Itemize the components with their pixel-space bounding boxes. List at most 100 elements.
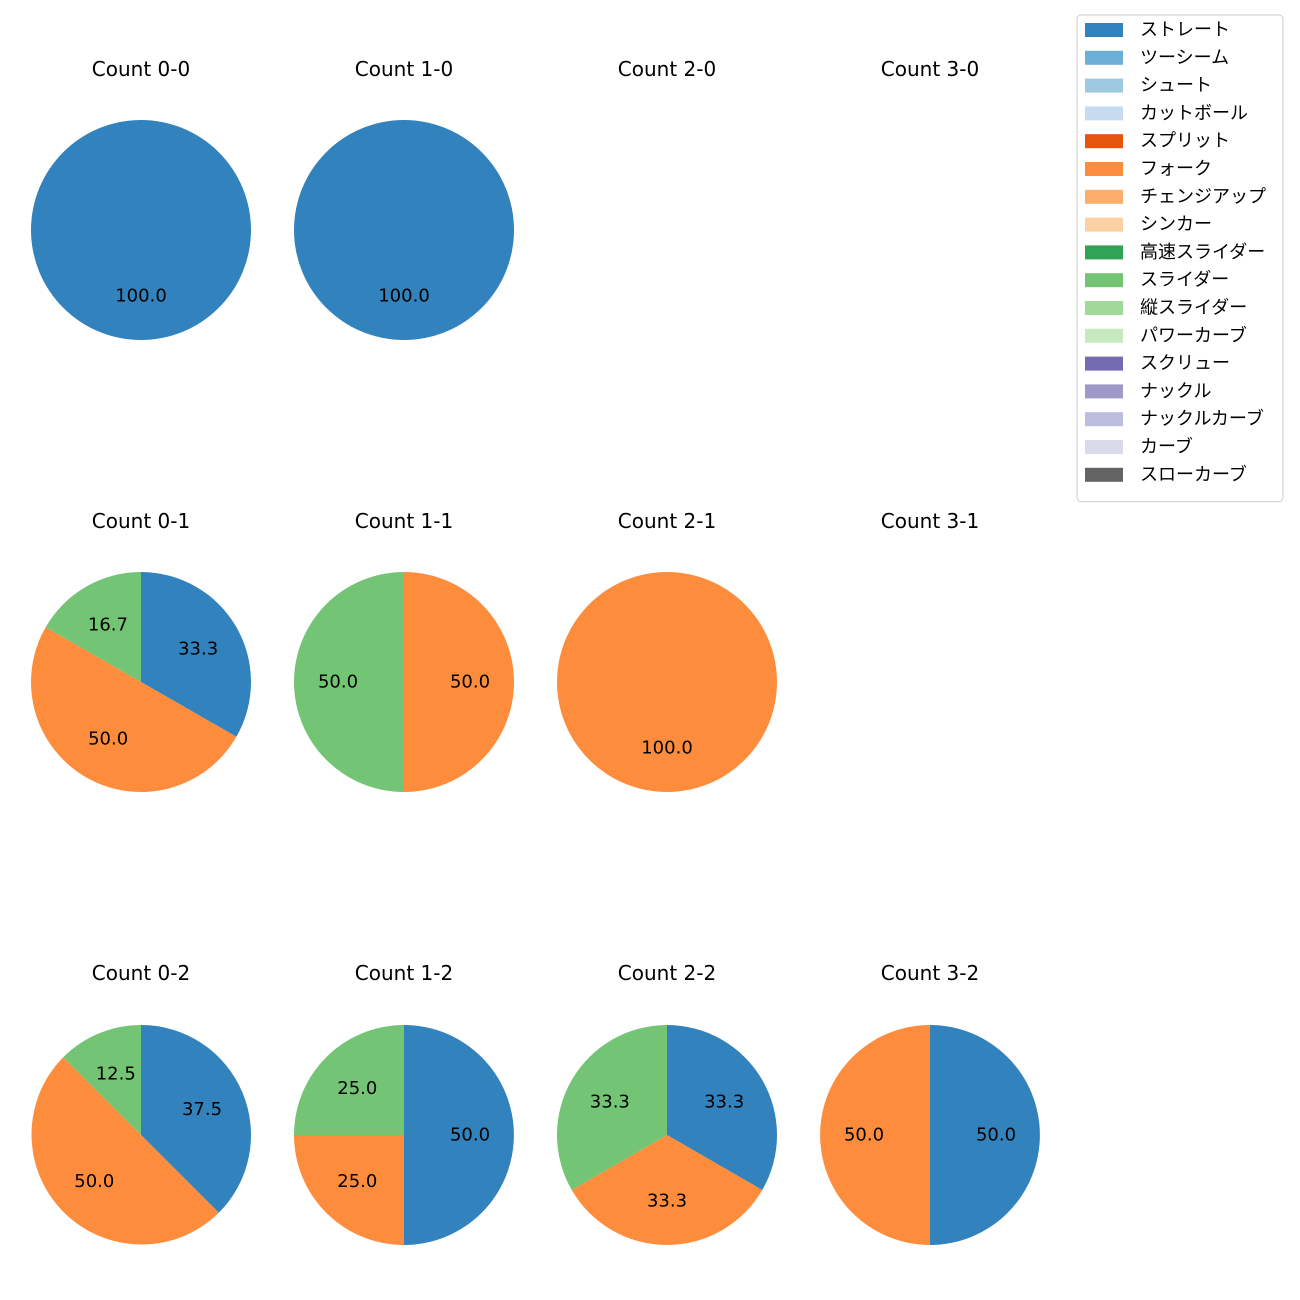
legend-swatch xyxy=(1085,273,1123,288)
legend-swatch xyxy=(1085,301,1123,315)
legend-swatch xyxy=(1085,78,1123,93)
legend-label: フォーク xyxy=(1140,159,1212,180)
pie-title: Count 1-1 xyxy=(355,509,453,533)
legend-swatch xyxy=(1085,106,1123,121)
pie-slice xyxy=(45,572,142,682)
pie-title: Count 0-0 xyxy=(92,57,190,81)
pie-slice xyxy=(31,1057,219,1245)
legend-swatch xyxy=(1085,412,1123,427)
legend-label: スローカーブ xyxy=(1140,463,1247,485)
legend-item: ストレート xyxy=(1085,20,1230,41)
legend-item: 高速スライダー xyxy=(1085,242,1265,263)
slice-label: 25.0 xyxy=(337,1171,377,1192)
legend-item: チェンジアップ xyxy=(1085,186,1266,207)
slice-label: 33.3 xyxy=(704,1092,744,1113)
slice-label: 50.0 xyxy=(74,1171,114,1192)
legend-label: スクリュー xyxy=(1140,353,1230,374)
legend-item: スライダー xyxy=(1085,270,1229,291)
slice-label: 16.7 xyxy=(88,614,128,635)
pie-slice xyxy=(141,572,252,737)
legend-swatch xyxy=(1085,50,1123,65)
legend-item: 縦スライダー xyxy=(1085,298,1247,319)
pie-count-3-1: Count 3-1 xyxy=(881,509,979,533)
pie-slice xyxy=(63,1025,141,1135)
legend-item: スクリュー xyxy=(1085,353,1230,374)
pies-layer: Count 0-0 100.0 Count 1-0 100.0 Count 2-0 Cou… xyxy=(30,57,1040,1245)
pie-slice xyxy=(930,1025,1040,1245)
pie-title: Count 3-1 xyxy=(881,509,979,533)
pie-title: Count 3-0 xyxy=(881,57,979,81)
pie-slice xyxy=(294,120,514,340)
pie-title: Count 3-2 xyxy=(881,961,979,985)
legend-swatch xyxy=(1085,162,1123,176)
pie-slice xyxy=(820,1025,930,1245)
slice-label: 50.0 xyxy=(450,1125,490,1146)
pie-count-0-2: Count 0-2 37.5 50.0 12.5 xyxy=(31,961,251,1245)
legend-swatch xyxy=(1085,217,1123,232)
slice-label: 50.0 xyxy=(450,672,490,693)
legend-swatch xyxy=(1085,356,1123,371)
legend-item: シュート xyxy=(1085,75,1212,96)
legend-swatch xyxy=(1085,328,1123,343)
pie-slice xyxy=(30,627,237,793)
legend-label: シンカー xyxy=(1140,214,1212,235)
legend-label: チェンジアップ xyxy=(1140,186,1266,207)
slice-label: 33.3 xyxy=(590,1092,630,1113)
slice-label: 50.0 xyxy=(844,1125,884,1146)
legend-swatch xyxy=(1085,245,1123,260)
slice-label: 100.0 xyxy=(641,738,693,759)
pie-title: Count 1-0 xyxy=(355,57,453,81)
pie-slice xyxy=(557,1025,667,1190)
slice-label: 50.0 xyxy=(318,672,358,693)
legend-label: カーブ xyxy=(1140,436,1193,458)
pie-count-3-2: Count 3-2 50.0 50.0 xyxy=(820,961,1040,1245)
pie-slice xyxy=(141,1025,251,1213)
pie-count-2-0: Count 2-0 xyxy=(618,57,716,81)
pie-count-2-2: Count 2-2 33.3 33.3 33.3 xyxy=(557,961,777,1245)
slice-label: 100.0 xyxy=(115,286,167,307)
pie-slice xyxy=(571,1135,763,1245)
pie-slice xyxy=(294,572,404,792)
legend-item: カットボール xyxy=(1085,103,1248,124)
legend-item: ナックル xyxy=(1085,381,1211,402)
pie-count-0-0: Count 0-0 100.0 xyxy=(31,57,251,340)
pie-slice xyxy=(294,1025,404,1135)
legend-label: カットボール xyxy=(1140,103,1248,124)
legend-frame xyxy=(1076,14,1284,503)
slice-label: 25.0 xyxy=(337,1078,377,1099)
legend-item: スプリット xyxy=(1085,131,1230,152)
pie-slice xyxy=(404,1025,514,1245)
pie-title: Count 1-2 xyxy=(355,961,453,985)
slice-label: 33.3 xyxy=(647,1191,687,1212)
legend-item: シンカー xyxy=(1085,214,1212,235)
slice-label: 50.0 xyxy=(88,729,128,750)
slice-label: 12.5 xyxy=(96,1064,136,1085)
legend-label: ナックルカーブ xyxy=(1140,408,1264,430)
legend-swatch xyxy=(1085,134,1123,149)
legend-label: ナックル xyxy=(1140,381,1211,402)
pie-title: Count 2-2 xyxy=(618,961,716,985)
legend-label: パワーカーブ xyxy=(1140,324,1247,346)
pie-title: Count 2-1 xyxy=(618,509,716,533)
legend-swatch xyxy=(1085,189,1123,204)
pie-title: Count 2-0 xyxy=(618,57,716,81)
legend-swatch xyxy=(1085,384,1123,399)
legend-swatch xyxy=(1085,23,1123,37)
legend-label: ツーシーム xyxy=(1140,47,1229,68)
slice-label: 50.0 xyxy=(976,1125,1016,1146)
legend-swatch xyxy=(1085,440,1123,454)
legend-item: フォーク xyxy=(1085,159,1212,180)
pie-slice xyxy=(404,572,514,792)
pie-title: Count 0-2 xyxy=(92,961,190,985)
legend-item: ツーシーム xyxy=(1085,47,1229,68)
legend-label: スライダー xyxy=(1140,270,1229,291)
slice-label: 37.5 xyxy=(182,1099,222,1120)
legend-item: スローカーブ xyxy=(1085,463,1247,485)
pie-count-1-2: Count 1-2 50.0 25.0 25.0 xyxy=(294,961,514,1245)
slice-label: 100.0 xyxy=(378,286,430,307)
pie-slice xyxy=(31,120,251,340)
legend-label: 高速スライダー xyxy=(1140,242,1265,263)
pie-count-3-0: Count 3-0 xyxy=(881,57,979,81)
legend-label: 縦スライダー xyxy=(1140,298,1247,319)
